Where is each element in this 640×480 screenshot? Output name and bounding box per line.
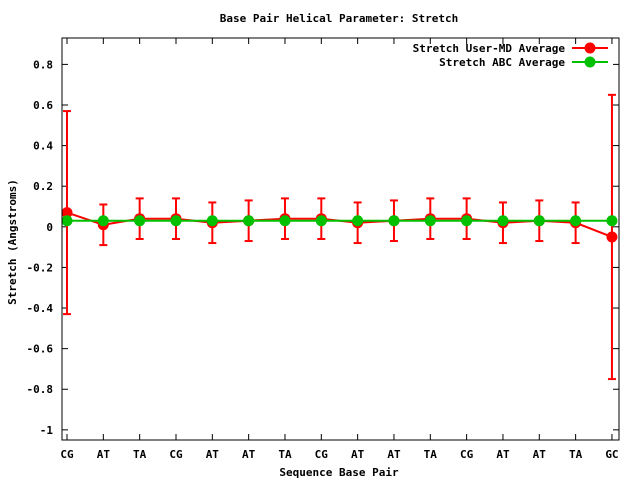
y-tick-label: 0.4: [33, 140, 53, 153]
data-point: [461, 215, 473, 227]
x-tick-label: TA: [569, 448, 583, 461]
y-tick-label: -1: [40, 424, 54, 437]
y-tick-labels: -1 -0.8 -0.6 -0.4 -0.2 0 0.2 0.4 0.6 0.8: [27, 58, 54, 436]
y-tick-label: -0.2: [27, 261, 54, 274]
x-tick-label: TA: [133, 448, 147, 461]
data-point: [97, 215, 109, 227]
x-tick-label: AT: [351, 448, 365, 461]
data-point: [61, 215, 73, 227]
series-stretch-abc-average: [61, 215, 618, 227]
data-point: [606, 231, 618, 243]
x-tick-label: TA: [278, 448, 292, 461]
x-tick-label: GC: [605, 448, 618, 461]
y-axis-label: Stretch (Angstroms): [6, 179, 19, 305]
data-point: [424, 215, 436, 227]
series-line: [66, 211, 613, 238]
tick-marks: [62, 38, 619, 440]
data-point: [170, 215, 182, 227]
data-point: [352, 215, 364, 227]
data-point: [315, 215, 327, 227]
legend-marker: [584, 42, 596, 54]
x-axis-label: Sequence Base Pair: [279, 466, 399, 479]
x-tick-label: AT: [496, 448, 510, 461]
data-point: [279, 215, 291, 227]
y-tick-label: -0.6: [27, 343, 54, 356]
y-tick-label: 0.6: [33, 99, 53, 112]
legend-label: Stretch ABC Average: [439, 56, 565, 69]
series-stretch-user-md-average: [61, 93, 618, 381]
x-tick-label: AT: [387, 448, 401, 461]
data-point: [61, 207, 73, 219]
series-layer: [61, 93, 618, 381]
data-point: [134, 215, 146, 227]
chart-title: Base Pair Helical Parameter: Stretch: [220, 12, 458, 25]
y-tick-label: 0: [46, 221, 53, 234]
data-point: [206, 215, 218, 227]
x-tick-label: AT: [242, 448, 256, 461]
plot-frame: [61, 37, 620, 441]
x-tick-label: AT: [97, 448, 111, 461]
x-tick-label: CG: [60, 448, 74, 461]
x-tick-label: TA: [424, 448, 438, 461]
data-point: [243, 215, 255, 227]
x-tick-label: CG: [460, 448, 474, 461]
x-tick-label: AT: [533, 448, 547, 461]
y-tick-label: 0.2: [33, 180, 53, 193]
data-point: [606, 215, 618, 227]
data-point: [533, 215, 545, 227]
data-point: [570, 215, 582, 227]
y-tick-label: 0.8: [33, 58, 53, 71]
legend-marker: [584, 56, 596, 68]
data-point: [388, 215, 400, 227]
y-tick-label: -0.4: [27, 302, 54, 315]
x-tick-label: AT: [206, 448, 220, 461]
legend-label: Stretch User-MD Average: [413, 42, 566, 55]
data-point: [497, 215, 509, 227]
x-tick-label: CG: [315, 448, 329, 461]
x-tick-label: CG: [169, 448, 183, 461]
x-tick-labels: CG AT TA CG AT AT TA CG AT AT TA CG AT AT TA GC: [60, 448, 618, 461]
y-tick-label: -0.8: [27, 383, 54, 396]
